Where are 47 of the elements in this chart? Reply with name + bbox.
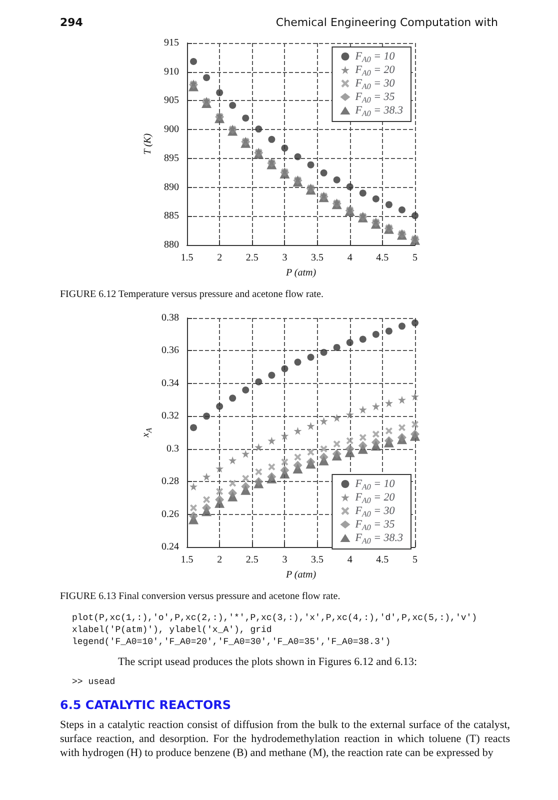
y-tick-label: 0.32 [162, 410, 179, 422]
text: legend('F_A0=10','F_A0=20','F_A0=30','F_A0=35','F_A0=38.3') [71, 636, 392, 648]
text: Steps in a catalytic reaction consist of diffusion from the bulk to the external surface of the catalyst, surface reaction, and desorption. For the hydrodemethylation reaction in which toluene (T) reacts with hydrogen (H) to produce benzene (B) and methane (M), the reaction rate can be expressed by [59, 718, 511, 760]
x-tick-label: 4 [347, 554, 352, 566]
x-tick-label: 2.5 [246, 554, 258, 566]
x-tick-label: 3 [282, 554, 288, 566]
y-tick-label: 895 [164, 152, 179, 164]
text: xlabel('P(atm)'), ylabel('x_A'), grid [71, 624, 273, 636]
x-tick-label: 4 [347, 252, 352, 264]
x-tick-label: 5 [412, 252, 418, 264]
y-tick-label: 880 [164, 240, 179, 251]
text: 6.5 CATALYTIC REACTORS [59, 698, 232, 712]
x-tick-label: 3 [282, 252, 288, 264]
y-tick-label: 900 [164, 124, 179, 136]
text: 294 [60, 16, 83, 29]
x-tick-label: 2.5 [246, 252, 258, 264]
text: plot(P,xc(1,:),'o',P,xc(2,:),'*',P,xc(3,:),'x',P,xc(4,:),'d',P,xc(5,:),'v') [71, 612, 478, 624]
x-tick-label: 2 [217, 252, 222, 264]
caption: FIGURE 6.13 Final conversion versus pressure and acetone flow rate. [59, 591, 342, 602]
x-axis-title: P (atm) [284, 268, 317, 278]
caption: FIGURE 6.12 Temperature versus pressure and acetone flow rate. [59, 289, 324, 300]
y-tick-label: 890 [164, 182, 179, 193]
x-tick-label: 4.5 [376, 554, 389, 566]
x-tick-label: 4.5 [376, 252, 389, 264]
y-tick-label: 885 [164, 210, 179, 222]
y-tick-label: 905 [164, 95, 179, 106]
text: Chemical Engineering Computation with [276, 16, 498, 29]
x-tick-label: 2 [217, 554, 222, 566]
y-tick-label: 0.34 [162, 378, 179, 389]
x-tick-label: 1.5 [180, 554, 194, 566]
y-axis-title: xA [140, 428, 154, 438]
x-tick-label: 3.5 [311, 252, 324, 264]
y-tick-label: 910 [164, 66, 179, 78]
y-tick-label: 915 [164, 38, 179, 48]
y-tick-label: 0.38 [162, 312, 179, 324]
x-axis-title: P (atm) [284, 570, 317, 580]
y-tick-label: 0.3 [166, 443, 179, 454]
y-tick-label: 0.36 [162, 345, 179, 356]
text: >> usead [71, 676, 116, 688]
y-tick-label: 0.26 [162, 508, 179, 520]
y-axis-title: T (K) [142, 132, 154, 155]
x-tick-label: 5 [412, 554, 418, 566]
x-tick-label: 1.5 [180, 252, 194, 264]
text: The script usead produces the plots shown in Figures 6.12 and 6.13: [117, 656, 418, 668]
x-tick-label: 3.5 [311, 554, 324, 566]
y-tick-label: 0.24 [162, 542, 179, 553]
y-tick-label: 0.28 [162, 476, 179, 488]
